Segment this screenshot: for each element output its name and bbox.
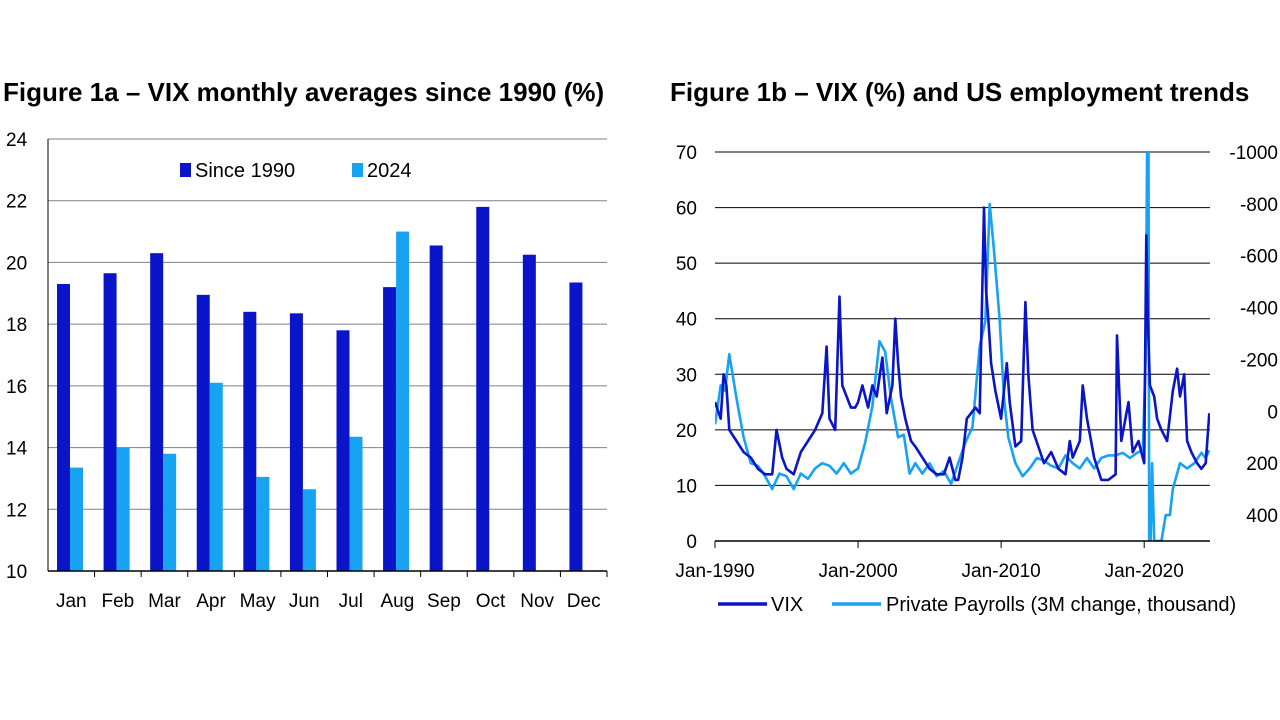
y-left-tick-label: 50	[676, 254, 697, 275]
x-tick-label: Mar	[148, 591, 181, 612]
bar-since-1990-dec	[569, 282, 583, 571]
x-tick-label: Feb	[102, 591, 135, 612]
y-left-tick-label: 10	[676, 476, 697, 497]
y-left-tick-label: 0	[686, 532, 697, 553]
y-right-tick-label: -200	[1240, 350, 1278, 371]
x-tick-label: Jan-1990	[675, 561, 754, 582]
bar-since-1990-aug	[383, 287, 397, 571]
y-tick-label: 20	[6, 253, 27, 274]
y-right-tick-label: -600	[1240, 247, 1278, 268]
figure-1a-legend: Since 1990 2024	[180, 160, 412, 182]
x-tick-label: Jun	[289, 591, 320, 612]
bar-since-1990-sep	[429, 245, 443, 571]
x-tick-label: Jan-2010	[962, 561, 1041, 582]
figure-1a-title: Figure 1a – VIX monthly averages since 1…	[3, 77, 604, 107]
y-left-tick-label: 30	[676, 365, 697, 386]
y-left-tick-label: 20	[676, 421, 697, 442]
legend-label-payrolls: Private Payrolls (3M change, thousand)	[886, 594, 1236, 616]
series-line-vix	[715, 206, 1210, 482]
x-tick-label: Oct	[476, 591, 506, 612]
legend-label-vix: VIX	[771, 594, 803, 616]
x-tick-label: Jul	[339, 591, 363, 612]
x-tick-label: Dec	[567, 591, 601, 612]
bar-2024-may	[256, 476, 270, 571]
x-tick-label: Aug	[380, 591, 414, 612]
bar-since-1990-may	[243, 311, 257, 571]
bar-2024-apr	[209, 382, 223, 571]
bar-2024-mar	[163, 453, 177, 571]
x-tick-label: Jan-2000	[818, 561, 897, 582]
x-tick-label: Sep	[427, 591, 461, 612]
y-right-tick-label: 0	[1267, 402, 1278, 423]
bar-since-1990-oct	[476, 206, 490, 571]
x-tick-label: May	[240, 591, 276, 612]
y-right-tick-label: -400	[1240, 299, 1278, 320]
x-tick-label: Jan	[56, 591, 87, 612]
y-right-tick-label: 200	[1246, 454, 1278, 475]
figure-1b-line-chart: 0 10 20 30 40 50 60 70 400 200 0 -200 -400 -600 -800 -1…	[675, 143, 1278, 582]
y-left-tick-label: 60	[676, 199, 697, 220]
y-tick-label: 16	[6, 377, 27, 398]
bar-2024-jul	[349, 436, 363, 571]
bar-2024-feb	[116, 447, 130, 571]
y-right-tick-label: -1000	[1229, 143, 1278, 164]
figure-1b-title: Figure 1b – VIX (%) and US employment tr…	[670, 77, 1249, 107]
y-tick-label: 12	[6, 500, 27, 521]
bar-since-1990-jun	[289, 313, 303, 571]
figure-1b-legend: VIX Private Payrolls (3M change, thousand…	[718, 594, 1236, 616]
x-tick-label: Jan-2020	[1105, 561, 1184, 582]
y-tick-label: 10	[6, 562, 27, 583]
bar-since-1990-jan	[57, 284, 70, 571]
bar-since-1990-feb	[103, 273, 117, 571]
x-tick-label: Apr	[196, 591, 226, 612]
bar-since-1990-apr	[196, 294, 210, 571]
series-line-private-payrolls	[715, 152, 1210, 541]
y-tick-label: 14	[6, 439, 28, 460]
figure-1a-bar-chart: 10 12 14 16 18 20 22 24 Jan Feb Mar Apr May Jun Jul Aug…	[6, 130, 608, 612]
y-tick-label: 24	[6, 130, 28, 151]
x-tick-label: Nov	[520, 591, 554, 612]
y-left-tick-label: 70	[676, 143, 697, 164]
legend-swatch	[352, 163, 363, 177]
legend-label: 2024	[367, 160, 412, 182]
y-left-tick-label: 40	[676, 310, 697, 331]
y-right-tick-label: 400	[1246, 506, 1278, 527]
bar-since-1990-nov	[522, 254, 536, 571]
bar-2024-jan	[70, 467, 83, 571]
bar-2024-jun	[302, 489, 316, 571]
y-tick-label: 18	[6, 315, 27, 336]
bar-since-1990-jul	[336, 330, 350, 571]
bar-since-1990-mar	[150, 253, 164, 571]
legend-swatch	[180, 163, 191, 177]
y-tick-label: 22	[6, 192, 27, 213]
bar-2024-aug	[396, 231, 410, 572]
legend-label: Since 1990	[195, 160, 295, 182]
y-right-tick-label: -800	[1240, 195, 1278, 216]
